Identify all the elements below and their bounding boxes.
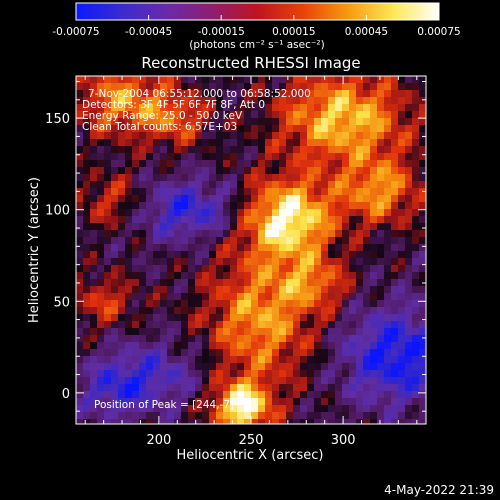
- peak-position-label: Position of Peak = [244,-7]: [94, 399, 234, 411]
- colorbar-tick-label: 0.00015: [272, 26, 315, 38]
- colorbar-tick-label: -0.00045: [125, 26, 172, 38]
- colorbar-tick-label: 0.00075: [417, 26, 460, 38]
- info-line-energy: Energy Range: 25.0 - 50.0 keV: [82, 110, 243, 122]
- y-axis-label: Heliocentric Y (arcsec): [27, 177, 42, 323]
- x-tick-label: 300: [331, 433, 356, 448]
- info-line-detectors: Detectors: 3F 4F 5F 6F 7F 8F, Att 0: [82, 99, 265, 111]
- x-axis-tick-labels: 200 250 300: [146, 433, 355, 448]
- y-tick-label: 0: [62, 387, 70, 402]
- colorbar-tick-label: 0.00045: [345, 26, 388, 38]
- info-line-counts: Clean Total counts: 6.57E+03: [82, 121, 237, 133]
- info-line-time: 7-Nov-2004 06:55:12.000 to 06:58:52.000: [88, 88, 311, 100]
- y-tick-label: 150: [45, 112, 70, 127]
- x-tick-label: 250: [239, 433, 264, 448]
- y-axis-tick-labels: 0 50 100 150: [45, 112, 70, 402]
- x-tick-label: 200: [146, 433, 171, 448]
- colorbar-ticks: [75, 15, 440, 20]
- colorbar-gradient: [76, 3, 439, 20]
- plot-title: Reconstructed RHESSI Image: [141, 54, 360, 72]
- colorbar-units: (photons cm⁻² s⁻¹ asec⁻²): [189, 39, 324, 51]
- y-axis-ticks: [76, 80, 426, 412]
- colorbar-tick-labels: -0.00075 -0.00045 -0.00015 0.00015 0.00045 0.…: [52, 26, 460, 38]
- colorbar-tick-label: -0.00015: [198, 26, 245, 38]
- info-block: 7-Nov-2004 06:55:12.000 to 06:58:52.000 …: [82, 88, 311, 133]
- colorbar-tick-label: -0.00075: [52, 26, 99, 38]
- footer-date: 4-May-2022 21:39: [384, 483, 494, 497]
- heatmap-image: [76, 76, 426, 424]
- y-tick-label: 50: [53, 295, 70, 310]
- x-axis-label: Heliocentric X (arcsec): [177, 448, 324, 463]
- y-tick-label: 100: [45, 204, 70, 219]
- colorbar-frame: [75, 2, 440, 21]
- x-axis-ticks: [84, 76, 418, 424]
- colorbar: -0.00075 -0.00045 -0.00015 0.00015 0.00045 0.…: [52, 2, 461, 51]
